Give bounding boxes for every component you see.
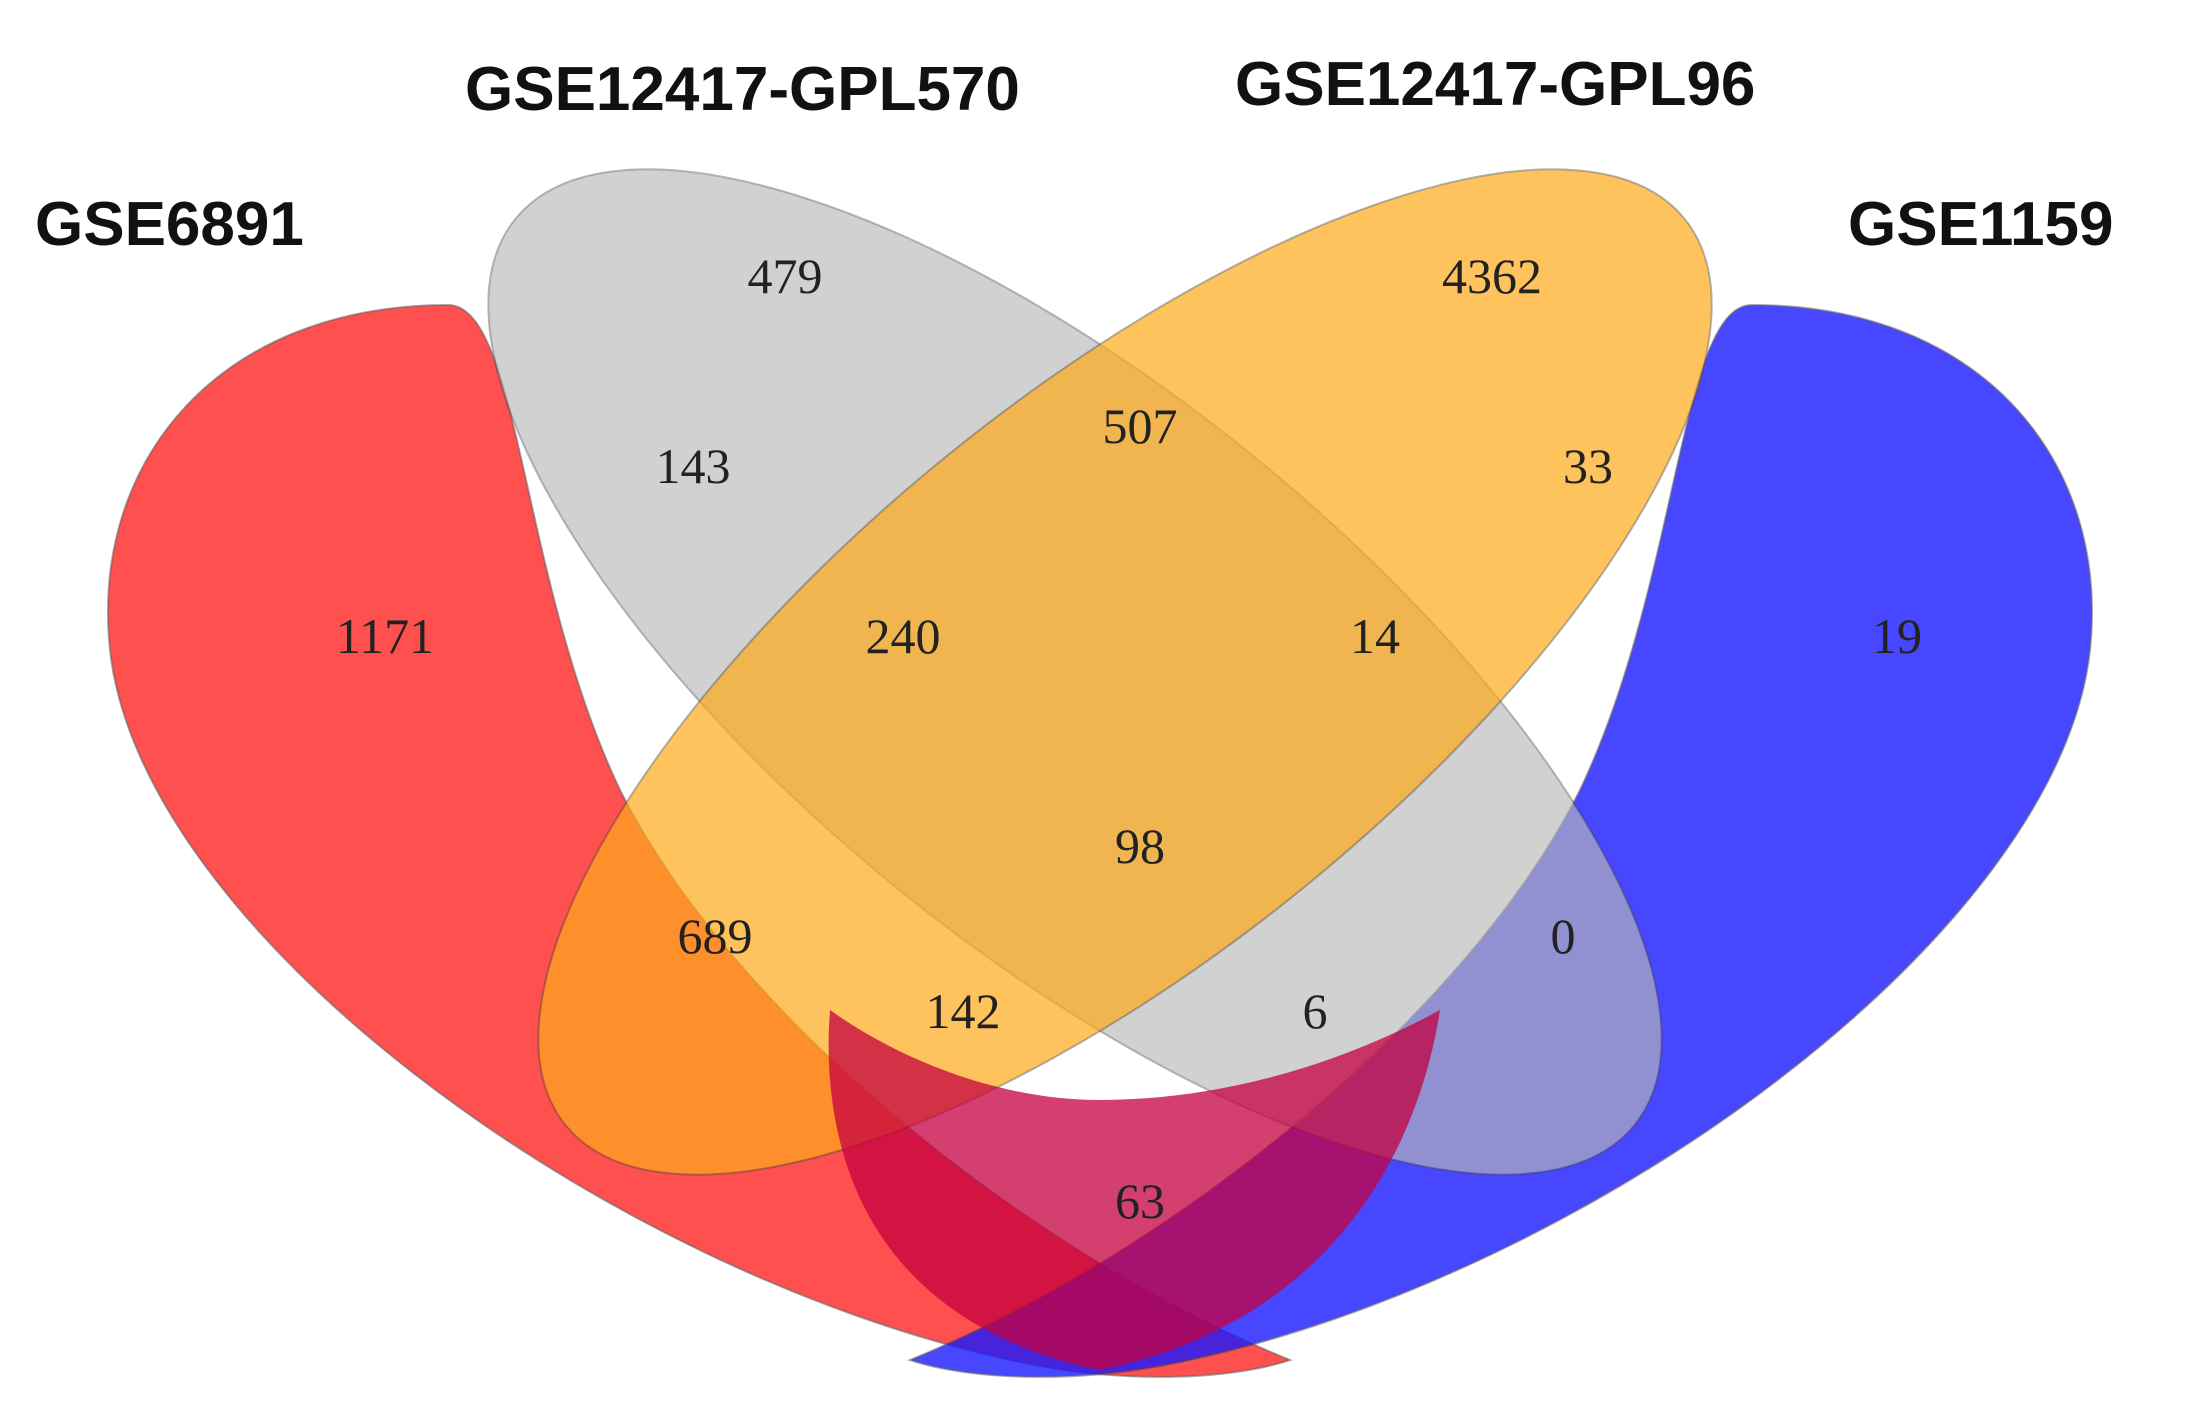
region-count-1159-only: 19	[1872, 608, 1922, 664]
set-shape-gse6891	[107, 303, 1293, 1378]
set-label-gse1159: GSE1159	[1848, 190, 2113, 259]
set-label-gse12417-gpl570: GSE12417-GPL570	[465, 55, 1020, 124]
set-label-gse6891: GSE6891	[35, 190, 304, 259]
region-count-96-1159: 33	[1563, 438, 1613, 494]
region-count-6891-570-1159: 6	[1303, 983, 1328, 1039]
region-count-6891-570: 143	[656, 438, 731, 494]
set-overlap-lens	[828, 1010, 1440, 1370]
region-count-all: 98	[1115, 818, 1165, 874]
region-count-570-1159: 0	[1551, 908, 1576, 964]
set-shape-gse1159	[907, 303, 2093, 1378]
region-count-96-only: 4362	[1442, 248, 1542, 304]
region-count-570-96-1159: 14	[1350, 608, 1400, 664]
region-count-570-96: 507	[1103, 398, 1178, 454]
region-count-6891-only: 1171	[336, 608, 434, 664]
region-count-570-only: 479	[748, 248, 823, 304]
region-count-6891-570-96: 240	[866, 608, 941, 664]
set-label-gse12417-gpl96: GSE12417-GPL96	[1235, 50, 1755, 119]
region-counts: 1171 479 4362 19 143 507 33 240 14 98 68…	[336, 248, 1922, 1229]
region-count-6891-96-1159: 142	[926, 983, 1001, 1039]
set-shapes	[107, 168, 2093, 1378]
set-labels: GSE6891 GSE12417-GPL570 GSE12417-GPL96 G…	[35, 50, 2113, 259]
region-count-6891-96: 689	[678, 908, 753, 964]
region-count-6891-1159: 63	[1115, 1173, 1165, 1229]
set-shape-gse12417-gpl96	[537, 168, 1713, 1176]
